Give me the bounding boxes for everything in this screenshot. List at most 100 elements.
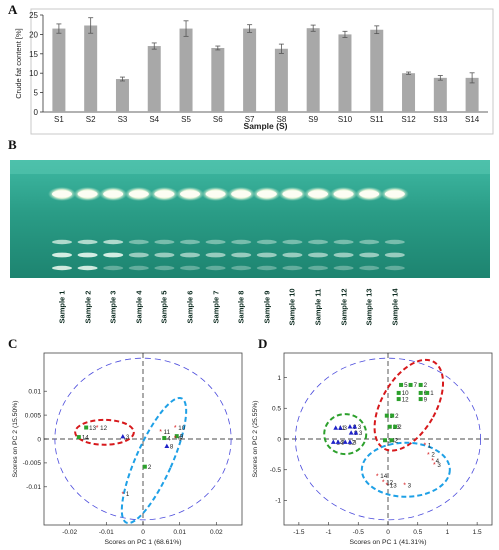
band-lower-2 <box>205 252 226 258</box>
band-lower-2 <box>180 252 200 258</box>
lane-label-text: Sample 2 <box>83 290 93 324</box>
x-tick-label: S3 <box>118 115 128 124</box>
x-tick-label: S12 <box>401 115 416 124</box>
x-tick-label: S7 <box>245 115 255 124</box>
x-tick-label: -0.5 <box>353 529 365 536</box>
y-axis-label: Crude fat content [%] <box>14 28 23 98</box>
x-tick-label: S8 <box>276 115 286 124</box>
point-marker <box>174 434 179 439</box>
lane-label: Sample 6 <box>183 285 197 329</box>
band-lower-2 <box>333 252 354 258</box>
x-axis-label: Sample (S) <box>244 121 288 131</box>
point-marker: * <box>403 482 406 489</box>
x-tick-label: S14 <box>465 115 480 124</box>
lane-label-text: Sample 12 <box>339 288 349 326</box>
point-marker <box>425 390 430 395</box>
point-marker <box>383 438 388 443</box>
point-marker <box>390 413 395 418</box>
band-lower-2 <box>282 252 303 258</box>
lane-label: Sample 2 <box>81 285 95 329</box>
band-main-core <box>256 190 277 198</box>
band-lower-3 <box>103 265 124 271</box>
point-label: 14 <box>380 473 387 480</box>
lane-label: Sample 13 <box>362 285 376 329</box>
point-label: 2 <box>398 424 402 431</box>
point-label: 3 <box>353 439 357 446</box>
y-tick-label: 1 <box>277 375 281 382</box>
band-lower-3 <box>180 265 200 271</box>
bar <box>179 28 193 112</box>
band-lower-3 <box>359 265 380 271</box>
point-label: 7 <box>414 382 418 389</box>
point-label: 2 <box>395 438 399 445</box>
band-lower-3 <box>308 265 328 271</box>
band-lower-3 <box>128 265 149 271</box>
x-tick-label: S5 <box>181 115 191 124</box>
x-tick-label: S1 <box>54 115 64 124</box>
cluster-ellipse-red <box>373 358 445 452</box>
cluster-ellipse-cyan <box>360 441 451 498</box>
band-lower-3 <box>384 265 405 271</box>
y-axis-label: Scores on PC 2 (25.55%) <box>252 400 259 477</box>
point-label: 4 <box>436 458 440 465</box>
band-main-core <box>282 190 303 198</box>
bar <box>52 28 66 112</box>
lane-label-text: Sample 13 <box>364 288 374 326</box>
point-marker <box>330 439 336 444</box>
cluster-ellipse-cyan <box>120 396 188 525</box>
panel-label-b: B <box>8 137 17 152</box>
point-marker: * <box>431 458 434 465</box>
lane-label-text: Sample 14 <box>390 288 400 326</box>
point-marker <box>418 390 423 395</box>
point-label: 2 <box>424 382 428 389</box>
band-lower-2 <box>384 252 405 258</box>
point-label: 1 <box>428 442 432 449</box>
cluster-ellipse-green <box>323 413 368 456</box>
band-lower-2 <box>231 252 252 258</box>
band-lower-2 <box>103 252 124 258</box>
point-label: 12 <box>100 425 107 432</box>
band-lower-1 <box>308 239 328 245</box>
x-tick-label: S2 <box>86 115 96 124</box>
lane-label: Sample 7 <box>209 285 223 329</box>
band-lower-1 <box>384 239 405 245</box>
point-marker: * <box>427 452 430 459</box>
point-label: 9 <box>180 433 184 440</box>
tlc-plate-image <box>10 160 490 278</box>
pca-scores-plot-d: -1.5-1-0.500.511.510.50-0.5-157210611293… <box>252 352 493 546</box>
point-marker <box>352 424 358 429</box>
band-lower-2 <box>52 252 72 258</box>
lane-label-text: Sample 7 <box>211 290 221 324</box>
band-main-core <box>52 190 72 198</box>
point-marker <box>164 443 170 448</box>
band-main-core <box>359 190 380 198</box>
band-lower-1 <box>103 239 124 245</box>
point-marker <box>387 424 392 429</box>
bar <box>274 48 288 112</box>
bar <box>115 79 129 112</box>
point-label: 3 <box>358 424 362 431</box>
point-label: 13 <box>390 482 397 489</box>
point-marker: * <box>121 491 124 498</box>
point-marker <box>338 425 343 430</box>
point-label: 6 <box>178 435 182 442</box>
lane-label: Sample 1 <box>55 285 69 329</box>
band-main-core <box>77 190 98 198</box>
point-marker: * <box>382 479 385 486</box>
point-marker: * <box>96 425 99 432</box>
lane-label-text: Sample 8 <box>236 290 246 324</box>
bar <box>147 46 161 112</box>
y-tick-label: -0.01 <box>26 484 41 491</box>
point-label: 11 <box>164 429 171 436</box>
lane-label: Sample 5 <box>157 285 171 329</box>
point-label: 14 <box>82 434 89 441</box>
bar <box>243 28 257 112</box>
point-label: 10 <box>178 425 185 432</box>
x-tick-label: 0 <box>141 529 145 536</box>
x-tick-label: S11 <box>370 115 384 124</box>
point-label: 12 <box>348 439 355 446</box>
point-marker <box>389 438 394 443</box>
x-tick-label: S13 <box>433 115 448 124</box>
point-marker <box>418 382 423 387</box>
band-main-core <box>333 190 354 198</box>
